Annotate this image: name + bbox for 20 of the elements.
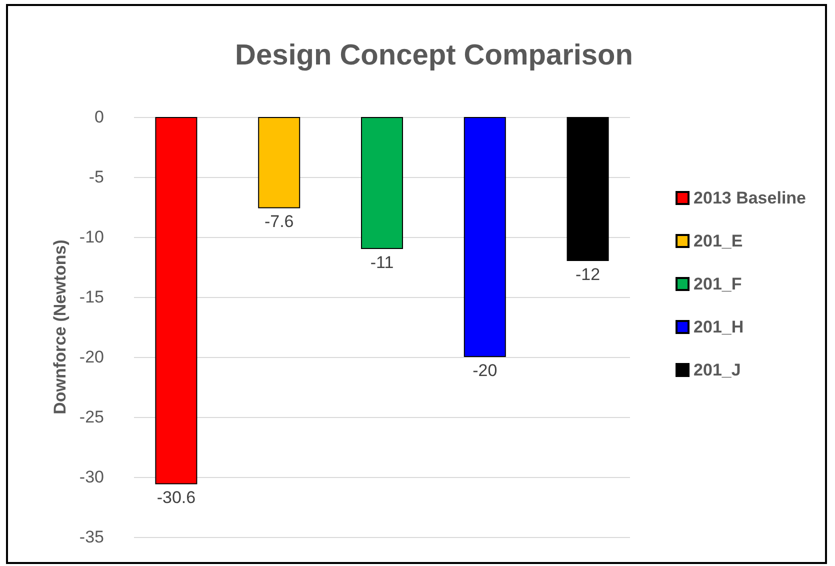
y-tick-label: -20 [79, 348, 104, 366]
data-label: -12 [576, 265, 600, 284]
legend-label: 201_H [694, 318, 744, 336]
y-tick-label: -25 [79, 408, 104, 426]
y-tick-label: -35 [79, 528, 104, 546]
legend-label: 201_F [694, 274, 742, 294]
legend-label: 201_J [694, 360, 741, 380]
data-label: -20 [472, 361, 498, 380]
y-tick-label: -5 [88, 168, 104, 186]
data-label: -30.6 [156, 488, 196, 508]
y-tick-label: -30 [79, 468, 104, 486]
data-label: -11 [370, 253, 394, 272]
y-tick-label: 0 [94, 108, 104, 126]
legend-label: 2013 Baseline [694, 188, 806, 208]
chart-title: Design Concept Comparison [235, 40, 633, 72]
y-axis-title: Downforce (Newtons) [50, 240, 70, 414]
legend-label: 201_E [694, 232, 743, 250]
y-tick-label: -10 [79, 228, 104, 246]
data-label: -7.6 [264, 212, 294, 232]
y-tick-label: -15 [79, 288, 104, 306]
